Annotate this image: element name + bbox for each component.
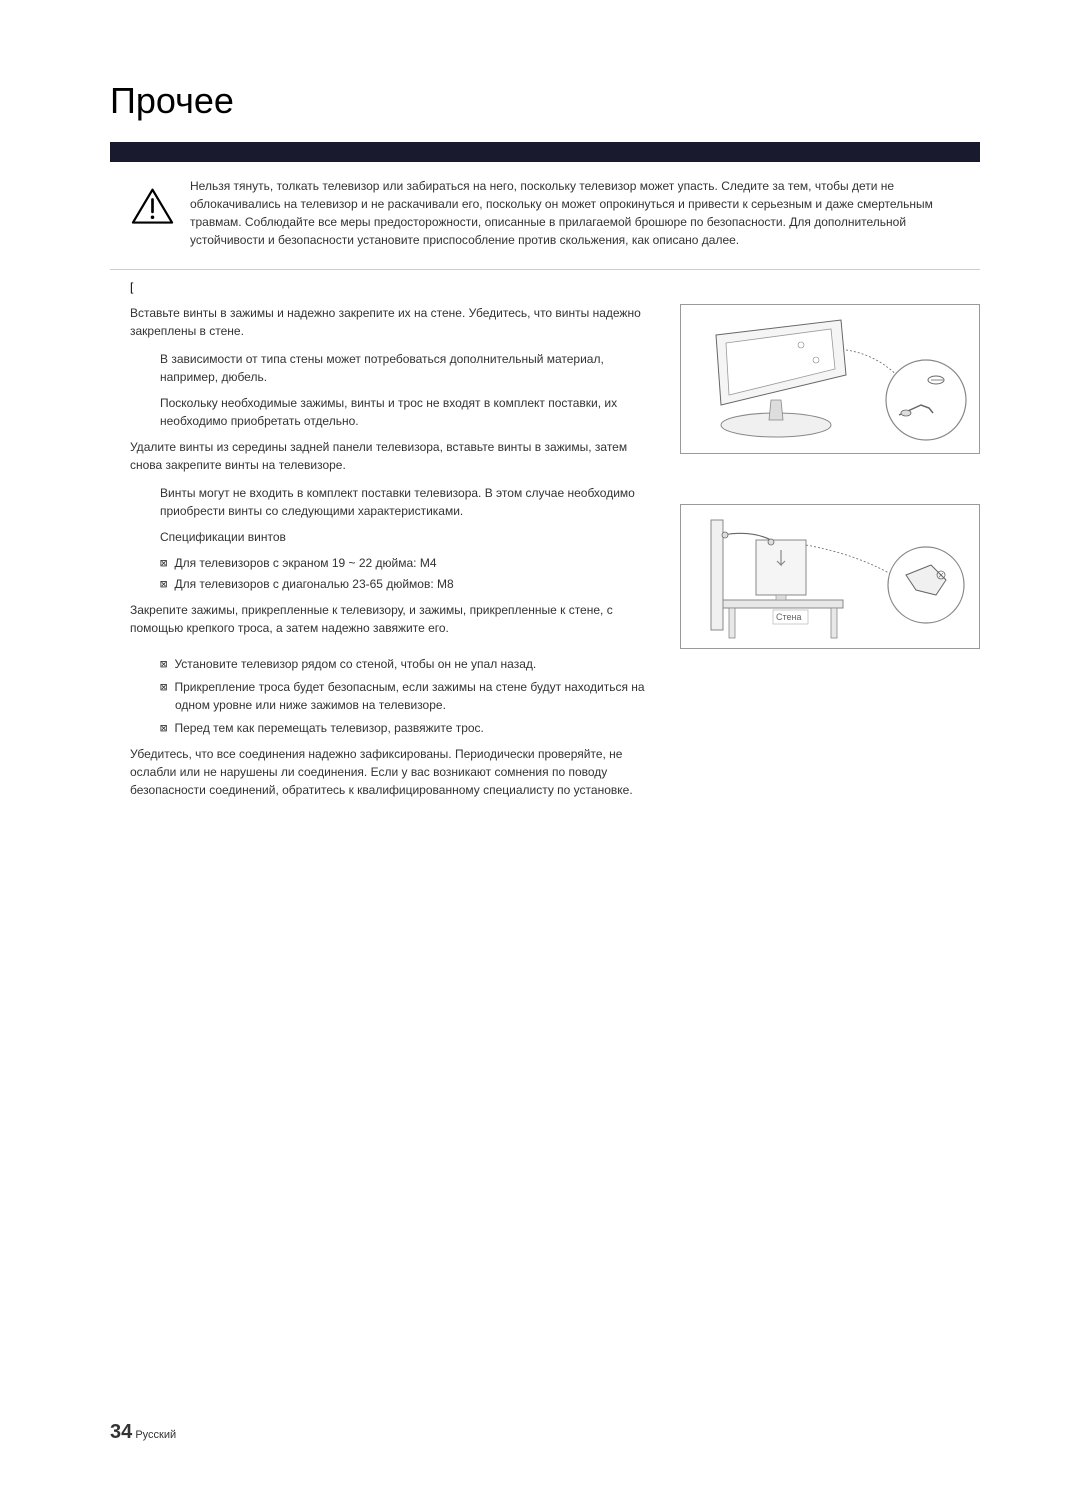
divider <box>110 269 980 270</box>
step-3: Закрепите зажимы, прикрепленные к телеви… <box>130 601 650 637</box>
diagram-tv-mount <box>680 304 980 454</box>
spec-1-text: Для телевизоров с экраном 19 ~ 22 дюйма:… <box>174 556 436 570</box>
spec-1: ⊠ Для телевизоров с экраном 19 ~ 22 дюйм… <box>130 554 650 572</box>
step-4: Убедитесь, что все соединения надежно за… <box>130 745 650 799</box>
spec-title: Спецификации винтов <box>130 528 650 546</box>
substep-2a: Винты могут не входить в комплект постав… <box>130 484 650 520</box>
page-number: 34 <box>110 1421 132 1443</box>
page-title: Прочее <box>110 80 980 122</box>
step-1: Вставьте винты в зажимы и надежно закреп… <box>130 304 650 340</box>
spec-2-text: Для телевизоров с диагональю 23-65 дюймо… <box>174 577 453 591</box>
diagrams-column: Стена <box>680 304 980 809</box>
warning-text: Нельзя тянуть, толкать телевизор или заб… <box>190 177 980 249</box>
spec-2: ⊠ Для телевизоров с диагональю 23-65 дюй… <box>130 575 650 593</box>
bullet-2: ⊠ Прикрепление троса будет безопасным, е… <box>130 678 650 714</box>
section-marker: [ <box>110 280 980 294</box>
section-banner <box>110 142 980 162</box>
substep-1a: В зависимости от типа стены может потреб… <box>130 350 650 386</box>
bullet-3: ⊠ Перед тем как перемещать телевизор, ра… <box>130 719 650 737</box>
content-area: Вставьте винты в зажимы и надежно закреп… <box>110 304 980 809</box>
diagram-wall-cable: Стена <box>680 504 980 649</box>
substep-1b: Поскольку необходимые зажимы, винты и тр… <box>130 394 650 430</box>
bullet-2-text: Прикрепление троса будет безопасным, есл… <box>174 680 644 712</box>
warning-section: Нельзя тянуть, толкать телевизор или заб… <box>110 177 980 249</box>
warning-icon <box>130 187 175 227</box>
diagram-wall-label: Стена <box>776 612 802 622</box>
step-2: Удалите винты из середины задней панели … <box>130 438 650 474</box>
page-footer: 34 Русский <box>110 1421 176 1444</box>
instructions-column: Вставьте винты в зажимы и надежно закреп… <box>110 304 650 809</box>
footer-language: Русский <box>135 1429 176 1441</box>
bullet-1: ⊠ Установите телевизор рядом со стеной, … <box>130 655 650 673</box>
bullet-3-text: Перед тем как перемещать телевизор, разв… <box>174 721 483 735</box>
bullet-1-text: Установите телевизор рядом со стеной, чт… <box>174 657 536 671</box>
